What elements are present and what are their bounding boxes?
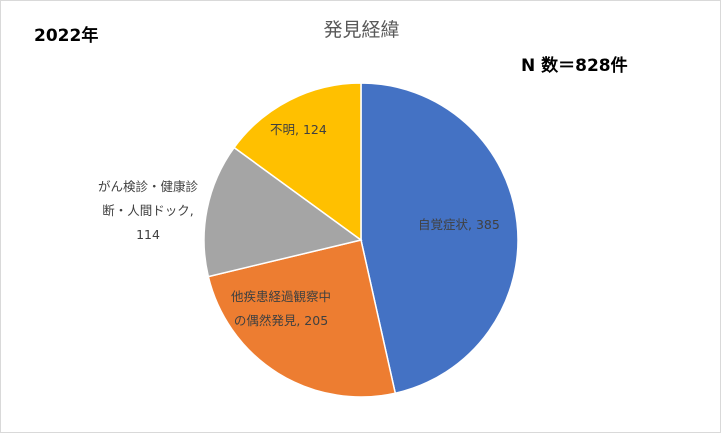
- slice-label-guzen-line2: の偶然発見, 205: [233, 313, 329, 328]
- pie-slice-jikaku: [360, 82, 519, 395]
- slice-label-kenshin: がん検診・健康診 断・人間ドック, 114: [78, 175, 218, 247]
- sample-size-label: N 数＝828件: [521, 56, 628, 76]
- slice-label-kenshin-line3: 114: [136, 227, 160, 242]
- slice-label-guzen-line1: 他疾患経過観察中: [231, 289, 332, 304]
- chart-title: 発見経緯: [323, 19, 400, 41]
- slice-label-jikaku: 自覚症状, 385: [418, 213, 500, 237]
- pie-slice-kenshin: [203, 146, 363, 278]
- pie-slice-fumei: [233, 82, 362, 242]
- slice-label-fumei: 不明, 124: [270, 118, 327, 142]
- pie-slice-guzen: [207, 239, 397, 398]
- year-label: 2022年: [34, 26, 99, 46]
- slice-label-guzen: 他疾患経過観察中 の偶然発見, 205: [231, 285, 331, 333]
- slice-label-fumei-text: 不明, 124: [270, 122, 327, 137]
- slice-label-kenshin-line2: 断・人間ドック,: [102, 203, 194, 218]
- slice-label-kenshin-line1: がん検診・健康診: [97, 179, 198, 194]
- slice-label-jikaku-text: 自覚症状, 385: [418, 217, 500, 232]
